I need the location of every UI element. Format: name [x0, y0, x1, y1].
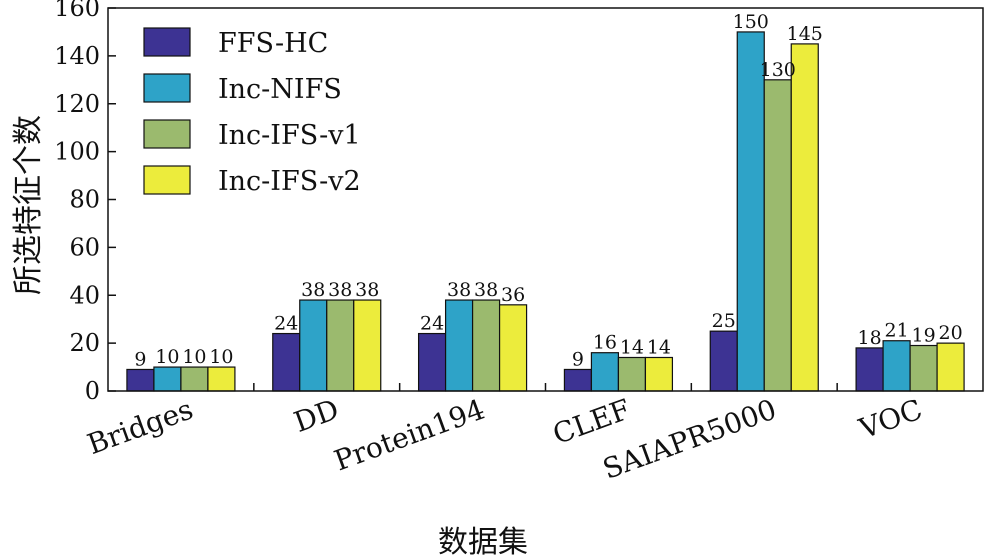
data-label: 130	[760, 59, 796, 81]
legend-swatch	[143, 73, 191, 103]
data-label: 10	[155, 346, 179, 368]
y-tick-label: 40	[69, 281, 100, 309]
x-axis-title: 数据集	[438, 525, 528, 560]
data-label: 20	[938, 322, 962, 344]
y-tick-label: 100	[54, 138, 100, 166]
data-label: 36	[501, 284, 525, 306]
bar-inc-ifs-v2-voc	[936, 342, 965, 392]
y-tick-label: 60	[69, 233, 100, 261]
legend-swatch	[143, 119, 191, 149]
bar-inc-nifs-protein194	[444, 299, 474, 392]
bar-inc-nifs-dd	[299, 299, 328, 392]
legend-label: Inc-IFS-v2	[218, 166, 361, 197]
bars-layer	[126, 31, 965, 392]
legend: FFS-HC Inc-NIFS Inc-IFS-v1 Inc-IFS-v2	[143, 27, 361, 197]
y-tick-label: 20	[69, 329, 100, 357]
bar-inc-nifs-clef	[590, 352, 620, 392]
data-label: 10	[182, 346, 206, 368]
data-label: 9	[572, 348, 584, 370]
bar-inc-nifs-bridges	[153, 366, 182, 392]
y-tick-label: 140	[54, 42, 100, 70]
y-tick-label: 0	[85, 377, 100, 405]
bar-inc-nifs-voc	[882, 340, 911, 392]
x-tick-label-voc: VOC	[854, 393, 926, 446]
bar-inc-ifs-v1-bridges	[180, 366, 209, 392]
bar-ffs-hc-bridges	[126, 368, 155, 392]
bar-inc-ifs-v1-saiapr5000	[763, 79, 792, 392]
y-tick-label: 120	[54, 90, 100, 118]
bar-ffs-hc-saiapr5000	[709, 330, 738, 392]
x-tick-label-dd: DD	[290, 393, 343, 439]
axes-layer: 0 20 40 60 80 100 120 140 160 Bridges DDProtein194…	[54, 0, 984, 486]
data-label: 9	[134, 348, 146, 370]
data-label: 38	[447, 279, 471, 301]
bar-inc-ifs-v1-clef	[617, 356, 647, 392]
bar-inc-ifs-v2-saiapr5000	[790, 43, 819, 392]
bar-inc-ifs-v2-clef	[644, 356, 674, 392]
bar-ffs-hc-dd	[272, 332, 301, 392]
bar-inc-ifs-v2-bridges	[207, 366, 236, 392]
data-label: 10	[209, 346, 233, 368]
bar-inc-ifs-v1-protein194	[471, 299, 501, 392]
bar-inc-ifs-v1-dd	[326, 299, 355, 392]
data-label: 24	[420, 313, 444, 335]
data-label: 38	[355, 279, 379, 301]
legend-swatch	[143, 165, 191, 195]
legend-label: Inc-NIFS	[218, 74, 342, 105]
x-tick-label-bridges: Bridges	[83, 393, 197, 462]
data-label: 14	[620, 336, 644, 358]
x-tick-label-protein194: Protein194	[330, 393, 489, 478]
data-label: 150	[733, 11, 769, 33]
data-label: 18	[857, 327, 881, 349]
bar-inc-nifs-saiapr5000	[736, 31, 765, 392]
plot-frame	[107, 7, 984, 392]
data-label: 16	[593, 332, 617, 354]
y-axis-title: 所选特征个数	[11, 115, 46, 295]
x-tick-label-clef: CLEF	[548, 393, 634, 451]
bar-inc-ifs-v2-protein194	[498, 304, 528, 392]
data-label: 25	[712, 310, 736, 332]
bar-ffs-hc-protein194	[417, 332, 447, 392]
data-label: 19	[911, 325, 935, 347]
legend-swatch	[143, 27, 191, 57]
y-tick-label: 160	[54, 0, 100, 22]
data-label: 38	[301, 279, 325, 301]
bar-inc-ifs-v1-voc	[909, 344, 938, 392]
y-tick-label: 80	[69, 186, 100, 214]
data-label: 38	[328, 279, 352, 301]
data-label: 21	[884, 320, 908, 342]
bar-ffs-hc-clef	[563, 368, 593, 392]
legend-label: Inc-IFS-v1	[218, 120, 361, 151]
legend-label: FFS-HC	[218, 28, 328, 59]
data-label: 145	[787, 23, 823, 45]
data-label: 14	[647, 336, 671, 358]
data-label: 38	[474, 279, 498, 301]
bar-ffs-hc-voc	[855, 347, 884, 392]
bar-inc-ifs-v2-dd	[353, 299, 382, 392]
data-label: 24	[274, 313, 298, 335]
